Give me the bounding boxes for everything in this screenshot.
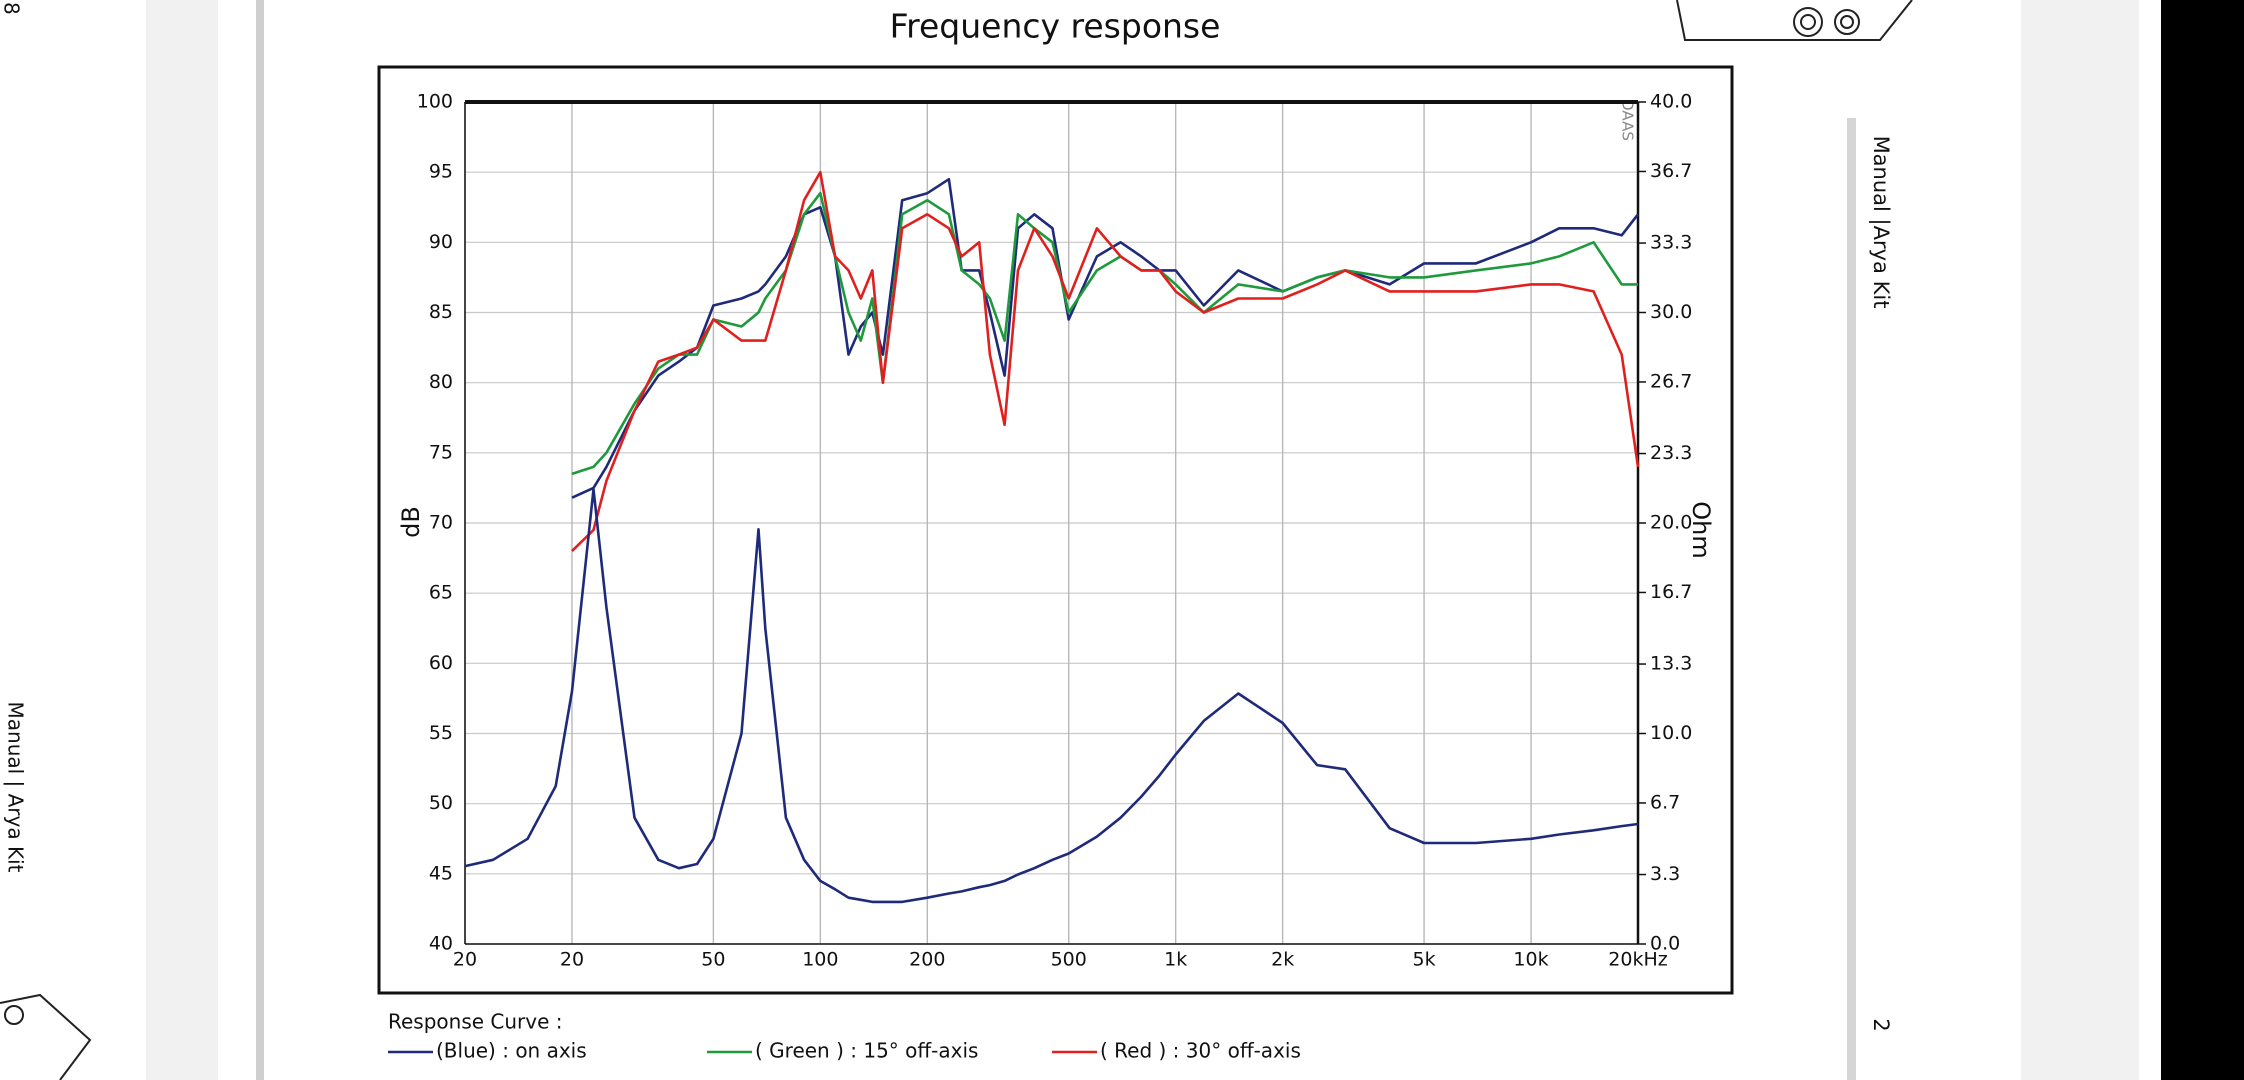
x-tick-label: 500 — [1051, 949, 1087, 971]
y2-tick-label: 23.3 — [1650, 442, 1692, 464]
y-tick-label: 90 — [429, 231, 453, 253]
chart-title: Frequency response — [890, 7, 1221, 46]
y-tick-label: 80 — [429, 371, 453, 393]
x-tick-label: 20 — [560, 949, 584, 971]
corner-number: 8 — [0, 2, 24, 15]
y-tick-label: 50 — [429, 792, 453, 814]
page-gutter — [146, 0, 218, 1080]
y-tick-label: 60 — [429, 652, 453, 674]
y2-axis-label: Ohm — [1687, 501, 1715, 558]
page-rule — [1847, 118, 1856, 1080]
side-footer: Manual | Arya Kit — [4, 702, 28, 873]
x-tick-label: 5k — [1413, 949, 1436, 971]
y-tick-label: 95 — [429, 161, 453, 183]
y2-tick-label: 40.0 — [1650, 91, 1692, 113]
legend-label: (Blue) : on axis — [436, 1039, 587, 1063]
series-line — [571, 170, 1640, 553]
y-tick-label: 40 — [429, 933, 453, 955]
watermark: DAAS — [1619, 99, 1637, 141]
y-axis-label: dB — [397, 506, 425, 538]
y-tick-label: 75 — [429, 441, 453, 463]
legend-title: Response Curve : — [388, 1010, 563, 1034]
y2-tick-label: 33.3 — [1650, 232, 1692, 254]
y-tick-label: 70 — [429, 512, 453, 534]
x-tick-label: 200 — [909, 949, 945, 971]
x-tick-label: 1k — [1164, 949, 1187, 971]
y2-tick-label: 16.7 — [1650, 581, 1692, 603]
y-tick-label: 100 — [417, 91, 453, 113]
page-number: 2 — [1869, 1018, 1893, 1031]
x-tick-label: 50 — [701, 949, 725, 971]
x-tick-label: 2k — [1271, 949, 1294, 971]
y2-tick-label: 30.0 — [1650, 301, 1692, 323]
y2-tick-label: 20.0 — [1650, 512, 1692, 534]
screen-edge — [2161, 0, 2244, 1080]
legend-label: ( Green ) : 15° off-axis — [755, 1039, 978, 1063]
speaker-icon — [0, 0, 1913, 1080]
x-tick-label: 10k — [1513, 949, 1548, 971]
page-rule — [256, 0, 264, 1080]
side-header: Manual |Arya Kit — [1868, 136, 1893, 309]
chart-frame — [377, 65, 1734, 995]
y-tick-label: 45 — [429, 862, 453, 884]
page-gutter — [2021, 0, 2139, 1080]
y2-tick-label: 3.3 — [1650, 863, 1680, 885]
series-line — [464, 488, 1639, 904]
y-tick-label: 65 — [429, 582, 453, 604]
x-tick-label: 20 — [453, 949, 477, 971]
legend-label: ( Red ) : 30° off-axis — [1100, 1039, 1301, 1063]
y-tick-label: 85 — [429, 301, 453, 323]
y2-tick-label: 0.0 — [1650, 933, 1680, 955]
y2-tick-label: 36.7 — [1650, 160, 1692, 182]
x-tick-label: 20kHz — [1608, 949, 1667, 971]
y2-tick-label: 6.7 — [1650, 791, 1680, 813]
y2-tick-label: 10.0 — [1650, 722, 1692, 744]
y2-tick-label: 26.7 — [1650, 370, 1692, 392]
y2-tick-label: 13.3 — [1650, 653, 1692, 675]
y-tick-label: 55 — [429, 722, 453, 744]
x-tick-label: 100 — [802, 949, 838, 971]
